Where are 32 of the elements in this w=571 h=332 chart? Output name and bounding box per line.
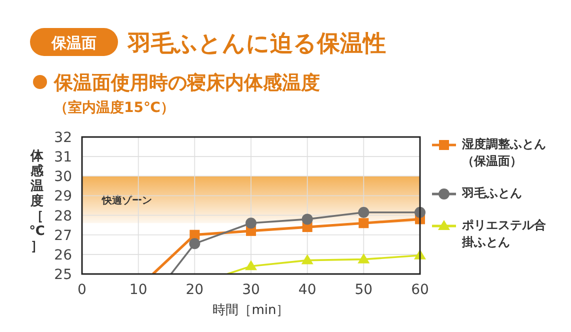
y-axis-title: 体感温度［℃］: [29, 149, 45, 254]
x-tick-label: 10: [129, 282, 148, 298]
point: [302, 214, 313, 225]
point: [301, 254, 314, 264]
legend-label: ポリエステル合掛ふとん: [462, 217, 547, 251]
x-tick-label: 0: [78, 282, 86, 298]
point: [246, 218, 256, 229]
y-tick-label: 31: [54, 150, 72, 166]
y-tick-label: 27: [54, 228, 72, 244]
point: [358, 206, 370, 218]
point: [358, 253, 370, 264]
x-tick-label: 30: [242, 282, 260, 298]
x-tick-label: 40: [298, 282, 316, 298]
point: [358, 218, 369, 228]
x-tick-label: 60: [411, 282, 429, 298]
y-tick-label: 30: [54, 169, 72, 186]
text: （室内温度15℃）: [54, 99, 174, 116]
chart-subtitle: 保温面使用時の寝床内体感温度: [53, 72, 320, 94]
x-tick-label: 20: [186, 282, 204, 298]
point: [189, 238, 200, 250]
legend-label: 湿度調整ふとん（保温面）: [462, 136, 547, 170]
legend-label: 羽毛ふとん: [462, 185, 523, 202]
y-tick-label: 29: [54, 188, 72, 205]
y-tick-label: 26: [54, 247, 72, 264]
point: [245, 260, 257, 270]
chart-title: 羽毛ふとんに迫る保温性: [127, 31, 386, 57]
y-tick-label: 32: [54, 130, 72, 146]
x-tick-label: 50: [354, 282, 373, 298]
text: 保温面: [50, 34, 96, 52]
x-axis-title: 時間［min］: [212, 303, 290, 318]
y-tick-label: 28: [54, 208, 72, 224]
y-tick-label: 25: [54, 267, 72, 283]
